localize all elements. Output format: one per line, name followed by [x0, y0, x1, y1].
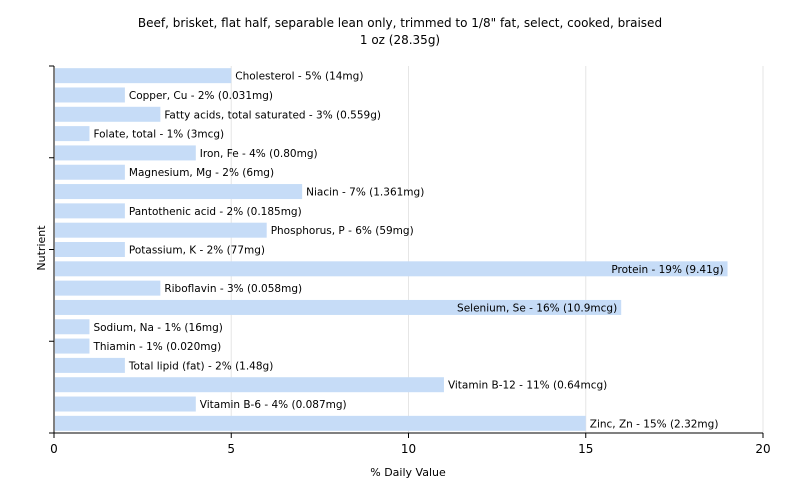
bar-3	[55, 126, 90, 142]
bar-label-8: Phosphorus, P - 6% (59mg)	[271, 225, 414, 237]
bar-10	[55, 261, 728, 277]
bar-label-5: Magnesium, Mg - 2% (6mg)	[129, 167, 274, 179]
bar-7	[55, 203, 125, 219]
bar-label-12: Selenium, Se - 16% (10.9mcg)	[457, 302, 617, 314]
x-axis-title: % Daily Value	[370, 466, 446, 479]
bar-label-1: Copper, Cu - 2% (0.031mg)	[129, 90, 273, 102]
bar-label-6: Niacin - 7% (1.361mg)	[306, 187, 424, 199]
x-tick-label-5: 5	[227, 442, 235, 456]
bar-label-9: Potassium, K - 2% (77mg)	[129, 245, 265, 257]
bar-9	[55, 242, 125, 257]
bar-1	[55, 87, 125, 103]
bar-13	[55, 319, 90, 335]
bar-11	[55, 280, 161, 296]
bar-8	[55, 222, 267, 238]
bar-label-14: Thiamin - 1% (0.020mg)	[92, 341, 221, 353]
bar-4	[55, 145, 196, 161]
bar-12	[55, 299, 622, 315]
bar-label-18: Zinc, Zn - 15% (2.32mg)	[590, 418, 719, 430]
bar-label-17: Vitamin B-6 - 4% (0.087mg)	[200, 399, 347, 411]
x-tick-label-15: 15	[578, 442, 593, 456]
bar-label-0: Cholesterol - 5% (14mg)	[235, 71, 363, 83]
x-tick-label-20: 20	[755, 442, 770, 456]
bar-2	[55, 106, 161, 122]
bar-14	[55, 338, 90, 354]
bar-label-7: Pantothenic acid - 2% (0.185mg)	[129, 206, 302, 218]
bar-label-15: Total lipid (fat) - 2% (1.48g)	[128, 360, 273, 372]
bars-group: Cholesterol - 5% (14mg) Copper, Cu - 2% (…	[55, 68, 728, 431]
bar-16	[55, 377, 444, 393]
grid-lines	[230, 66, 764, 433]
chart-subtitle: 1 oz (28.35g)	[360, 33, 440, 47]
bar-label-4: Iron, Fe - 4% (0.80mg)	[200, 148, 318, 160]
bar-0	[55, 68, 232, 84]
bar-15	[55, 357, 125, 373]
bar-5	[55, 164, 125, 180]
y-axis-title: Nutrient	[35, 225, 48, 271]
axes-group: 0 5 10 15 20	[49, 65, 771, 456]
bar-label-16: Vitamin B-12 - 11% (0.64mcg)	[448, 380, 607, 392]
x-tick-label-10: 10	[401, 442, 416, 456]
bar-18	[55, 415, 586, 431]
bar-17	[55, 396, 196, 412]
bar-label-13: Sodium, Na - 1% (16mg)	[93, 322, 222, 334]
chart-title: Beef, brisket, flat half, separable lean…	[138, 16, 662, 30]
bar-label-2: Fatty acids, total saturated - 3% (0.559…	[164, 109, 381, 121]
bar-label-10: Protein - 19% (9.41g)	[611, 264, 723, 276]
x-tick-label-0: 0	[50, 442, 58, 456]
bar-6	[55, 184, 303, 200]
bar-label-11: Riboflavin - 3% (0.058mg)	[164, 283, 302, 295]
bar-label-3: Folate, total - 1% (3mcg)	[93, 129, 224, 141]
